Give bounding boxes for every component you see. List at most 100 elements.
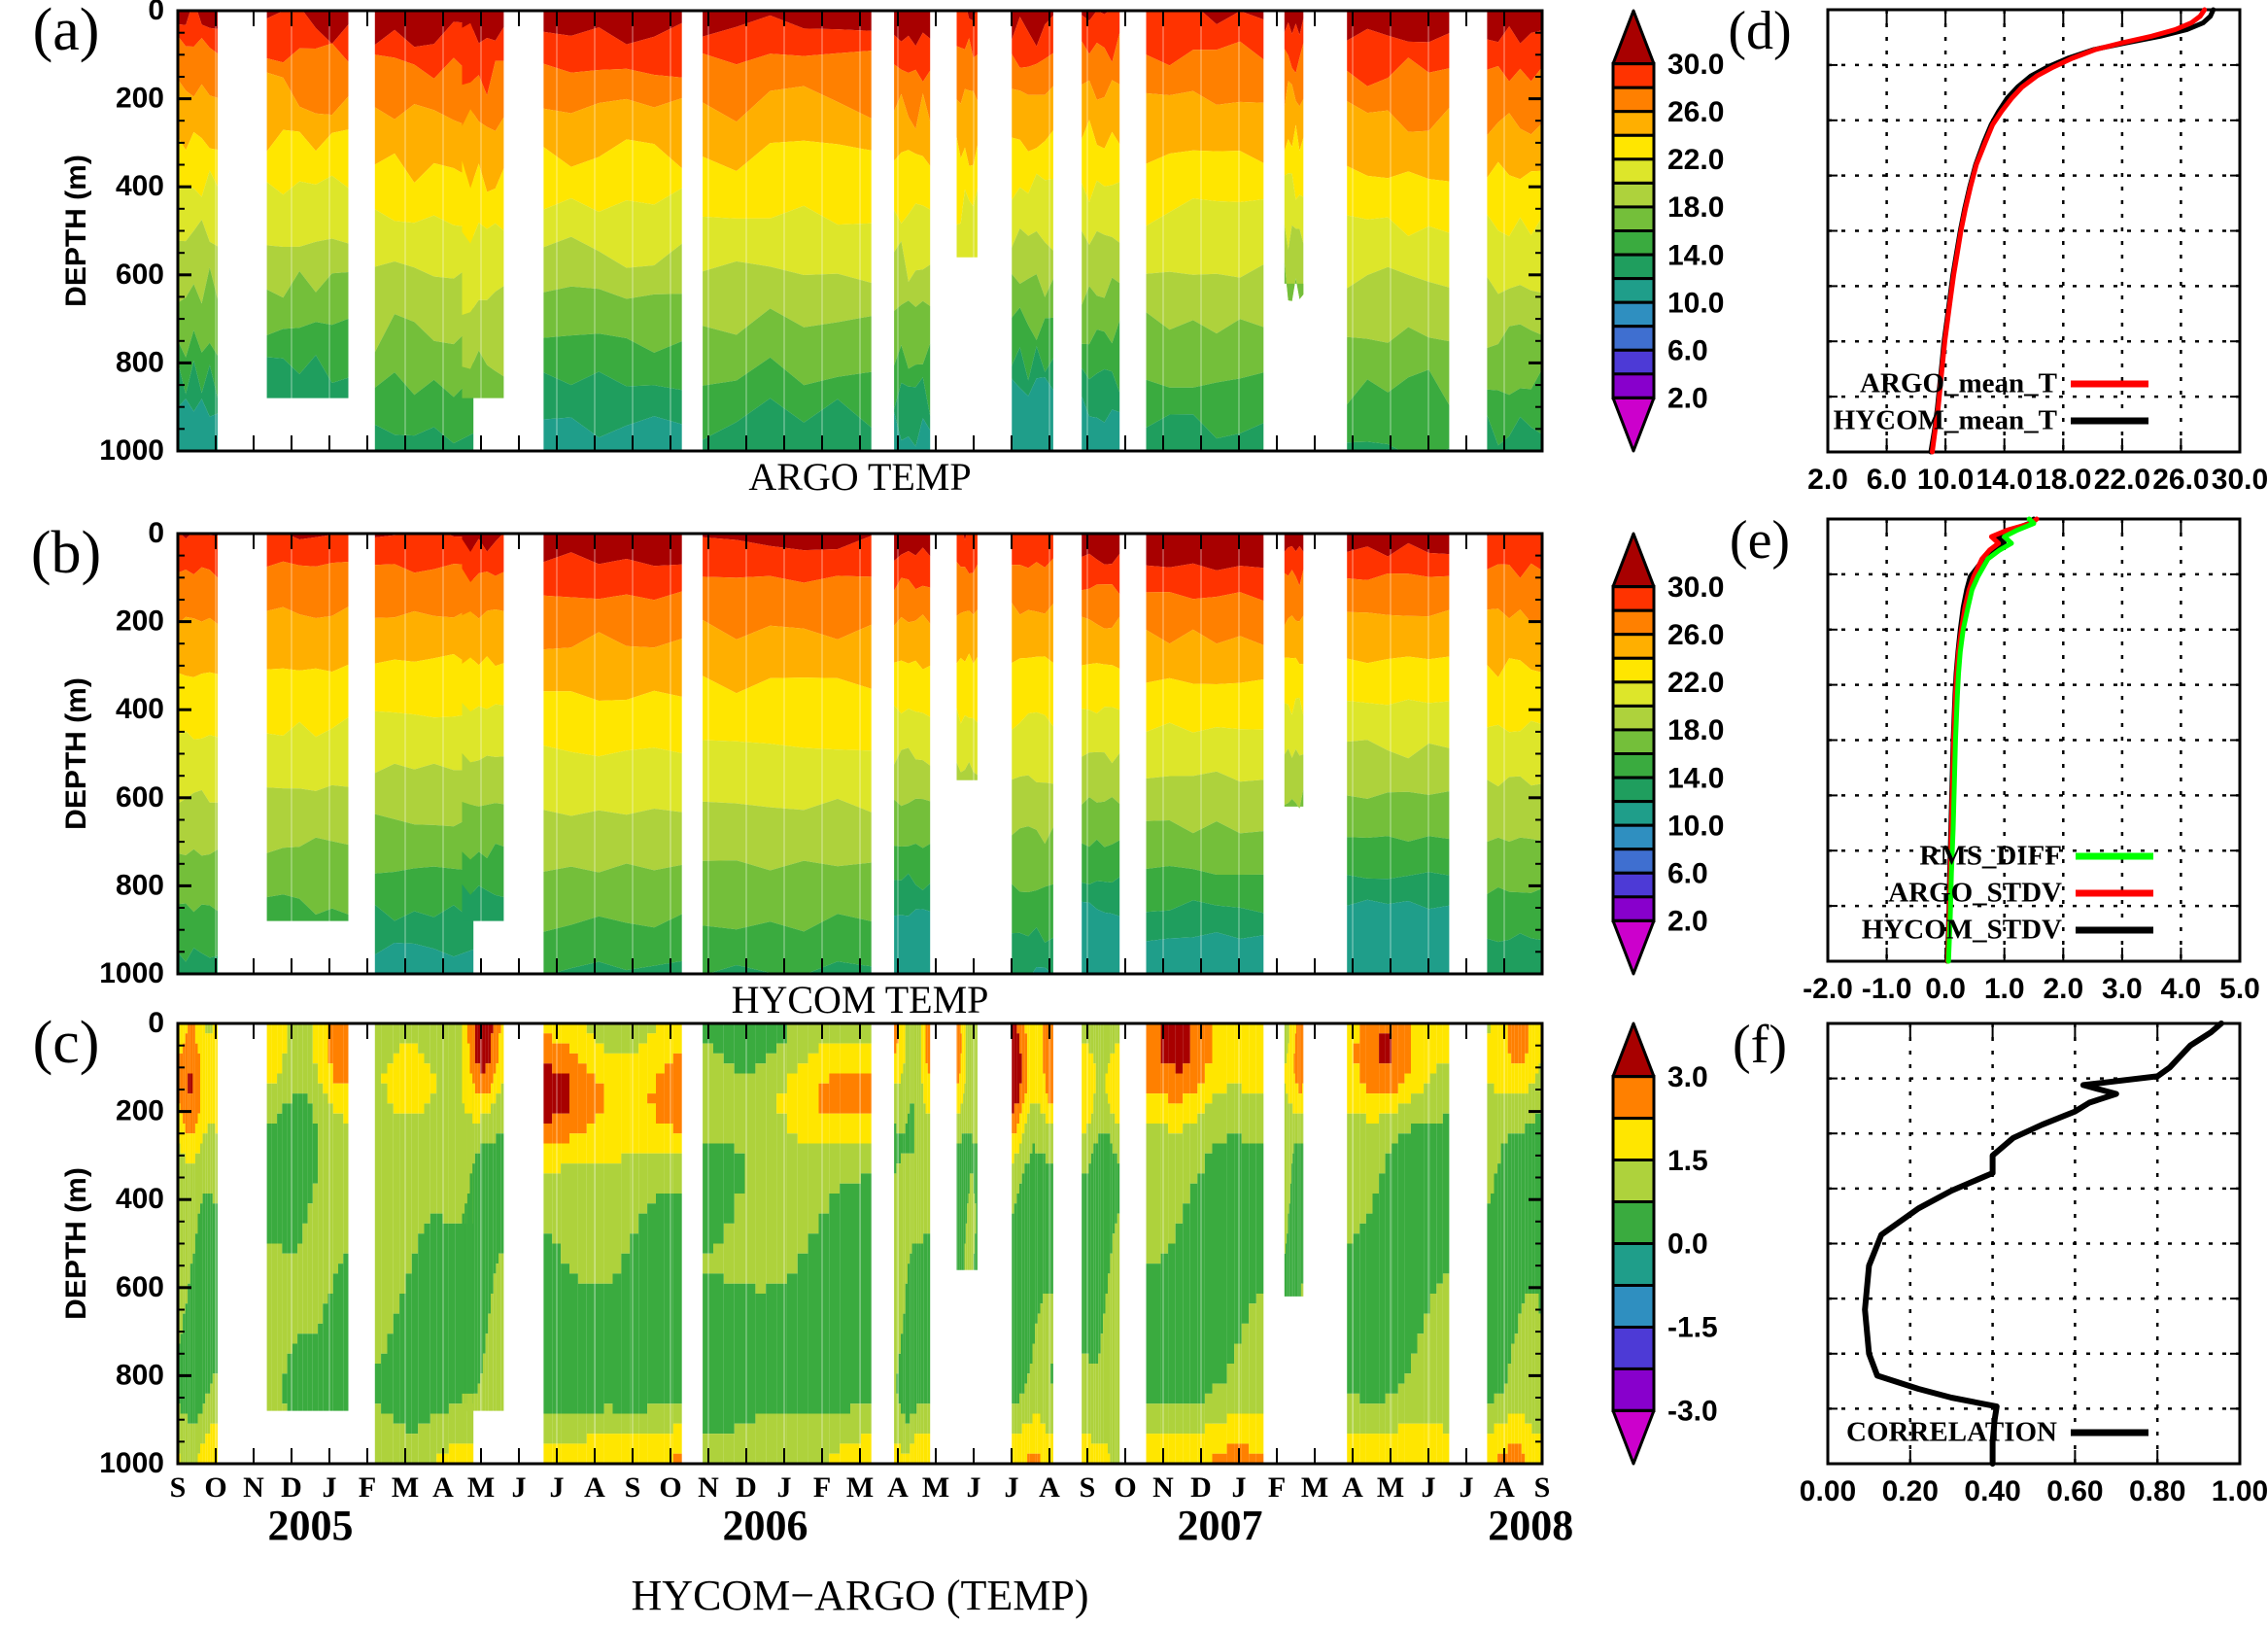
svg-text:18.0: 18.0 xyxy=(1667,191,1724,224)
svg-text:10.0: 10.0 xyxy=(1667,810,1724,842)
svg-text:6.0: 6.0 xyxy=(1667,858,1708,890)
svg-text:400: 400 xyxy=(116,1183,164,1215)
svg-text:4.0: 4.0 xyxy=(2161,973,2202,1005)
svg-text:J: J xyxy=(1460,1471,1474,1504)
svg-text:14.0: 14.0 xyxy=(1667,239,1724,271)
svg-text:26.0: 26.0 xyxy=(1667,619,1724,651)
svg-text:(a): (a) xyxy=(33,0,100,63)
svg-text:S: S xyxy=(625,1471,641,1504)
svg-text:O: O xyxy=(1114,1471,1136,1504)
svg-text:6.0: 6.0 xyxy=(1667,335,1708,367)
svg-text:DEPTH (m): DEPTH (m) xyxy=(60,677,92,830)
svg-text:200: 200 xyxy=(116,83,164,115)
svg-text:A: A xyxy=(887,1471,909,1504)
svg-text:(e): (e) xyxy=(1730,510,1790,571)
svg-text:A: A xyxy=(584,1471,605,1504)
svg-text:2.0: 2.0 xyxy=(1667,383,1708,415)
svg-text:1.5: 1.5 xyxy=(1667,1145,1708,1177)
svg-text:DEPTH (m): DEPTH (m) xyxy=(60,155,92,307)
svg-text:600: 600 xyxy=(116,781,164,814)
svg-text:HYCOM TEMP: HYCOM TEMP xyxy=(732,978,989,1021)
svg-text:30.0: 30.0 xyxy=(1667,571,1724,604)
svg-text:A: A xyxy=(1342,1471,1363,1504)
svg-text:M: M xyxy=(846,1471,874,1504)
svg-text:600: 600 xyxy=(116,1271,164,1303)
svg-text:M: M xyxy=(1301,1471,1328,1504)
svg-text:D: D xyxy=(736,1471,757,1504)
svg-text:3.0: 3.0 xyxy=(2102,973,2143,1005)
svg-text:M: M xyxy=(392,1471,419,1504)
svg-text:A: A xyxy=(432,1471,454,1504)
svg-text:-2.0: -2.0 xyxy=(1803,973,1853,1005)
svg-text:0.0: 0.0 xyxy=(1667,1229,1708,1261)
svg-text:0: 0 xyxy=(148,0,164,26)
svg-text:22.0: 22.0 xyxy=(1667,144,1724,176)
svg-text:F: F xyxy=(1268,1471,1286,1504)
svg-text:A: A xyxy=(1039,1471,1060,1504)
svg-text:A: A xyxy=(1494,1471,1515,1504)
svg-text:14.0: 14.0 xyxy=(1667,762,1724,794)
svg-text:F: F xyxy=(813,1471,831,1504)
svg-text:1.0: 1.0 xyxy=(1984,973,2025,1005)
svg-text:N: N xyxy=(698,1471,719,1504)
svg-text:(f): (f) xyxy=(1733,1015,1787,1075)
svg-text:M: M xyxy=(1377,1471,1404,1504)
svg-text:0.40: 0.40 xyxy=(1964,1475,2020,1507)
svg-text:1000: 1000 xyxy=(99,957,164,989)
svg-text:30.0: 30.0 xyxy=(2212,464,2268,496)
svg-text:N: N xyxy=(243,1471,264,1504)
svg-text:CORRELATION: CORRELATION xyxy=(1846,1417,2057,1448)
svg-text:2.0: 2.0 xyxy=(2043,973,2083,1005)
svg-text:(c): (c) xyxy=(33,1010,100,1076)
svg-text:M: M xyxy=(467,1471,495,1504)
svg-text:0.0: 0.0 xyxy=(1925,973,1966,1005)
svg-text:18.0: 18.0 xyxy=(2035,464,2091,496)
svg-text:J: J xyxy=(967,1471,981,1504)
svg-text:J: J xyxy=(1232,1471,1247,1504)
svg-text:0.00: 0.00 xyxy=(1800,1475,1856,1507)
svg-text:J: J xyxy=(1422,1471,1436,1504)
svg-text:O: O xyxy=(659,1471,681,1504)
svg-text:26.0: 26.0 xyxy=(1667,96,1724,128)
svg-text:ARGO_mean_T: ARGO_mean_T xyxy=(1860,368,2057,399)
svg-text:800: 800 xyxy=(116,869,164,901)
svg-text:J: J xyxy=(512,1471,527,1504)
svg-text:S: S xyxy=(1080,1471,1096,1504)
svg-text:0.60: 0.60 xyxy=(2046,1475,2103,1507)
svg-text:2007: 2007 xyxy=(1178,1502,1263,1549)
svg-text:800: 800 xyxy=(116,1359,164,1391)
svg-text:400: 400 xyxy=(116,693,164,725)
svg-text:DEPTH (m): DEPTH (m) xyxy=(60,1167,92,1320)
svg-text:18.0: 18.0 xyxy=(1667,714,1724,746)
svg-text:RMS_DIFF: RMS_DIFF xyxy=(1919,841,2062,872)
svg-text:400: 400 xyxy=(116,170,164,202)
svg-text:J: J xyxy=(550,1471,565,1504)
svg-text:0: 0 xyxy=(148,1007,164,1039)
svg-text:ARGO_STDV: ARGO_STDV xyxy=(1888,878,2062,909)
svg-text:0: 0 xyxy=(148,517,164,549)
svg-text:J: J xyxy=(777,1471,792,1504)
svg-text:ARGO TEMP: ARGO TEMP xyxy=(748,455,971,499)
svg-text:J: J xyxy=(1005,1471,1019,1504)
svg-text:HYCOM−ARGO (TEMP): HYCOM−ARGO (TEMP) xyxy=(632,1572,1089,1619)
svg-text:D: D xyxy=(1190,1471,1212,1504)
svg-text:-3.0: -3.0 xyxy=(1667,1396,1718,1428)
svg-text:200: 200 xyxy=(116,1095,164,1127)
svg-text:O: O xyxy=(204,1471,226,1504)
svg-text:22.0: 22.0 xyxy=(1667,667,1724,699)
svg-text:HYCOM_mean_T: HYCOM_mean_T xyxy=(1834,405,2057,436)
svg-text:1000: 1000 xyxy=(99,434,164,467)
svg-text:S: S xyxy=(1534,1471,1551,1504)
svg-text:HYCOM_STDV: HYCOM_STDV xyxy=(1862,915,2062,946)
svg-text:N: N xyxy=(1152,1471,1174,1504)
svg-text:0.20: 0.20 xyxy=(1882,1475,1939,1507)
svg-text:-1.5: -1.5 xyxy=(1667,1312,1718,1344)
svg-text:10.0: 10.0 xyxy=(1667,287,1724,319)
svg-text:-1.0: -1.0 xyxy=(1862,973,1912,1005)
svg-text:22.0: 22.0 xyxy=(2094,464,2150,496)
svg-text:J: J xyxy=(323,1471,337,1504)
svg-text:1.00: 1.00 xyxy=(2212,1475,2268,1507)
svg-text:10.0: 10.0 xyxy=(1917,464,1974,496)
svg-text:F: F xyxy=(359,1471,376,1504)
svg-text:6.0: 6.0 xyxy=(1867,464,1907,496)
